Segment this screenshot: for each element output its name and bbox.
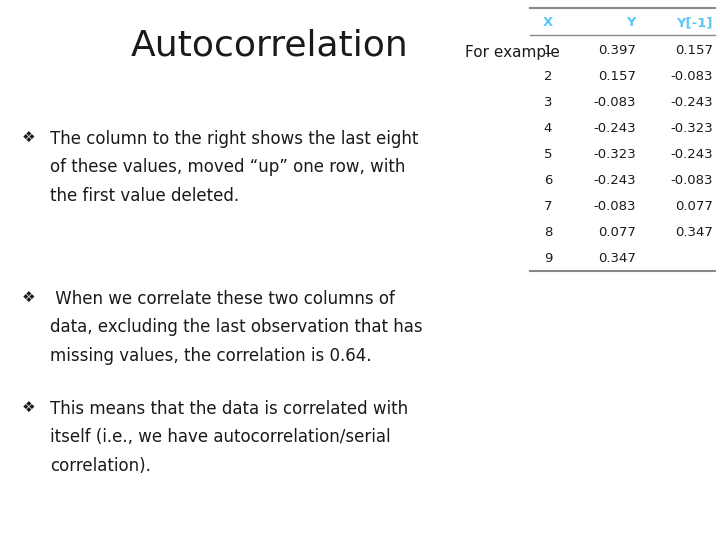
- Text: -0.083: -0.083: [593, 96, 636, 109]
- Text: -0.083: -0.083: [670, 173, 713, 186]
- Text: 1: 1: [544, 44, 552, 57]
- Text: 8: 8: [544, 226, 552, 239]
- Text: 6: 6: [544, 173, 552, 186]
- Text: ❖: ❖: [22, 290, 35, 305]
- Text: Y[-1]: Y[-1]: [677, 16, 713, 29]
- Text: 0.397: 0.397: [598, 44, 636, 57]
- Text: X: X: [543, 16, 553, 29]
- Text: -0.243: -0.243: [593, 173, 636, 186]
- Text: 0.347: 0.347: [598, 252, 636, 265]
- Text: 0.077: 0.077: [598, 226, 636, 239]
- Text: 7: 7: [544, 199, 552, 213]
- Text: -0.083: -0.083: [593, 199, 636, 213]
- Text: 2: 2: [544, 70, 552, 83]
- Text: -0.323: -0.323: [593, 147, 636, 160]
- Text: Autocorrelation: Autocorrelation: [131, 28, 409, 62]
- Text: For example: For example: [465, 44, 560, 59]
- Text: 3: 3: [544, 96, 552, 109]
- Text: 0.077: 0.077: [675, 199, 713, 213]
- Text: When we correlate these two columns of
data, excluding the last observation that: When we correlate these two columns of d…: [50, 290, 423, 365]
- Text: 0.157: 0.157: [598, 70, 636, 83]
- Text: 0.157: 0.157: [675, 44, 713, 57]
- Text: -0.323: -0.323: [670, 122, 713, 134]
- Text: This means that the data is correlated with
itself (i.e., we have autocorrelatio: This means that the data is correlated w…: [50, 400, 408, 475]
- Text: -0.243: -0.243: [593, 122, 636, 134]
- Text: -0.243: -0.243: [670, 147, 713, 160]
- Text: ❖: ❖: [22, 400, 35, 415]
- Text: 0.347: 0.347: [675, 226, 713, 239]
- Text: -0.243: -0.243: [670, 96, 713, 109]
- Text: 9: 9: [544, 252, 552, 265]
- Text: 5: 5: [544, 147, 552, 160]
- Text: 4: 4: [544, 122, 552, 134]
- Text: ❖: ❖: [22, 130, 35, 145]
- Text: -0.083: -0.083: [670, 70, 713, 83]
- Text: Y: Y: [626, 16, 636, 29]
- Text: The column to the right shows the last eight
of these values, moved “up” one row: The column to the right shows the last e…: [50, 130, 418, 205]
